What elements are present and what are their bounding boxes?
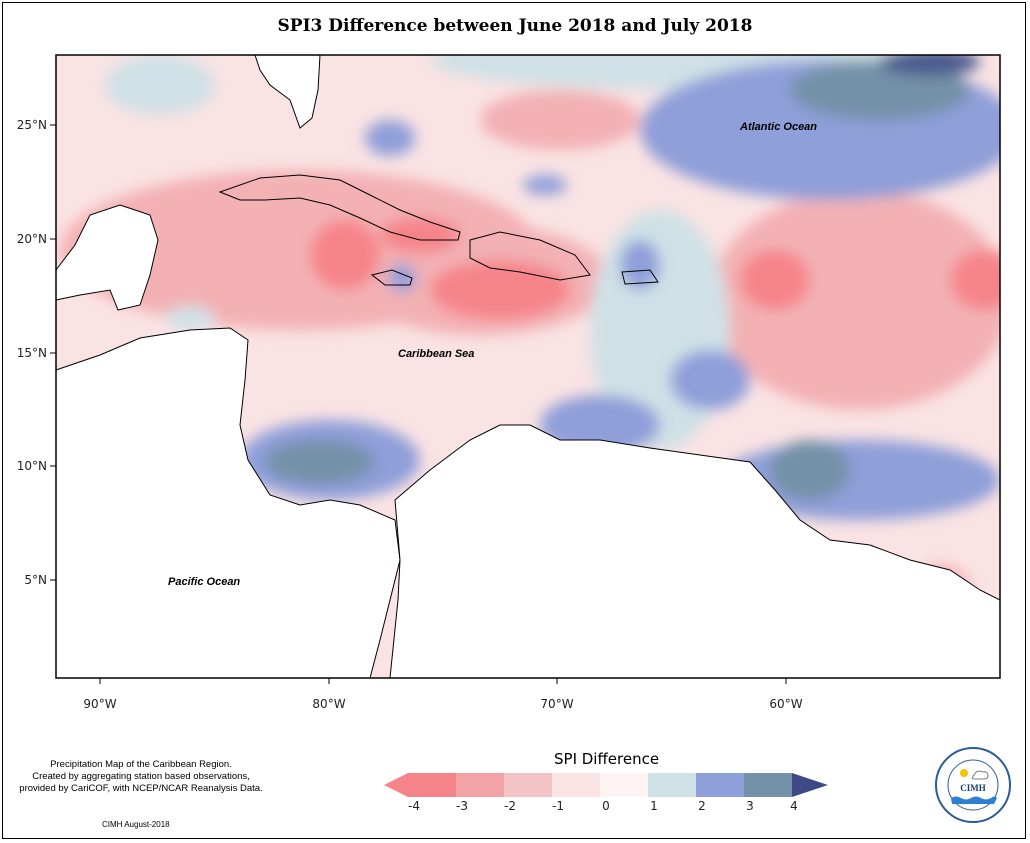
- dry-zone-atlantic: [710, 190, 1000, 410]
- legend-swatch-7: [744, 773, 792, 797]
- land-puerto-rico: [621, 269, 659, 285]
- wet-bahamas: [365, 120, 415, 156]
- legend-tick-4: 0: [602, 799, 610, 813]
- wet-honduras-coast: [165, 306, 215, 330]
- dry-zone-north: [480, 90, 640, 150]
- legend-tick-6: 2: [698, 799, 706, 813]
- legend-tick-1: -3: [456, 799, 468, 813]
- legend-swatch-4: [600, 773, 648, 797]
- sun-icon: [960, 769, 968, 777]
- legend-tick-8: 4: [790, 799, 798, 813]
- label-atlantic: Atlantic Ocean: [739, 121, 817, 133]
- cloud-icon: [972, 770, 989, 780]
- legend-title: SPI Difference: [554, 750, 660, 768]
- map-frame: [55, 54, 1001, 679]
- land-hispaniola: [469, 231, 591, 281]
- lat-tick-10: 10°N: [17, 459, 47, 473]
- legend-swatch-2: [504, 773, 552, 797]
- legend-tick-5: 1: [650, 799, 658, 813]
- legend-swatch-1: [456, 773, 504, 797]
- land-cuba: [218, 174, 461, 241]
- wet-central: [670, 350, 750, 410]
- land-areas: [55, 54, 1001, 679]
- lon-tick-70: 70°W: [540, 697, 573, 711]
- map-title: SPI3 Difference between June 2018 and Ju…: [277, 16, 753, 36]
- very-wet-nicaragua: [265, 440, 375, 484]
- cimh-logo: CIMH: [935, 747, 1011, 823]
- wet-gulf: [105, 55, 215, 115]
- legend-arrow-low: [384, 773, 408, 797]
- lat-tick-15: 15°N: [17, 346, 47, 360]
- strong-dry-far-east: [950, 250, 1000, 310]
- land-central-america: [55, 327, 401, 679]
- wet-puerto-rico: [620, 240, 660, 290]
- lat-tick-5: 5°N: [24, 573, 47, 587]
- ocean-labels: Atlantic Ocean Caribbean Sea Pacific Oce…: [168, 121, 817, 588]
- legend-arrow-high: [792, 773, 828, 797]
- very-wet-trinidad: [770, 440, 850, 500]
- extreme-wet-atlantic: [880, 55, 980, 76]
- land-jamaica: [370, 269, 413, 286]
- land-florida: [254, 54, 321, 129]
- land-yucatan: [55, 204, 159, 311]
- note-line-2: Created by aggregating station based obs…: [32, 771, 250, 782]
- strong-dry-cayman: [310, 220, 380, 290]
- note-line-1: Precipitation Map of the Caribbean Regio…: [50, 759, 232, 770]
- lon-tick-90: 90°W: [83, 697, 116, 711]
- lat-tick-25: 25°N: [17, 118, 47, 132]
- lon-tick-80: 80°W: [312, 697, 345, 711]
- logo-text: CIMH: [960, 783, 986, 793]
- label-pacific: Pacific Ocean: [168, 576, 240, 588]
- lat-axis: 25°N 20°N 15°N 10°N 5°N: [17, 118, 56, 587]
- spi-field: [56, 55, 1000, 678]
- legend-colorbar: -4 -3 -2 -1 0 1 2 3 4: [384, 773, 828, 813]
- note-line-3: provided by CariCOF, with NCEP/NCAR Rean…: [19, 783, 263, 794]
- lat-tick-20: 20°N: [17, 232, 47, 246]
- lon-tick-60: 60°W: [769, 697, 802, 711]
- legend-tick-7: 3: [746, 799, 754, 813]
- credit-text: CIMH August-2018: [102, 820, 170, 829]
- legend-tick-3: -1: [552, 799, 564, 813]
- map-description: Precipitation Map of the Caribbean Regio…: [6, 759, 276, 795]
- strong-dry-cuba: [380, 217, 460, 253]
- legend-swatch-6: [696, 773, 744, 797]
- legend-swatch-3: [552, 773, 600, 797]
- legend-swatch-5: [648, 773, 696, 797]
- wave-icon: [951, 796, 997, 804]
- strong-dry-east: [740, 250, 810, 310]
- legend-tick-0: -4: [408, 799, 420, 813]
- label-caribbean: Caribbean Sea: [398, 348, 474, 360]
- lon-axis: 90°W 80°W 70°W 60°W: [83, 678, 803, 711]
- legend-tick-2: -2: [504, 799, 516, 813]
- wet-turks: [523, 175, 567, 195]
- legend-swatch-0: [408, 773, 456, 797]
